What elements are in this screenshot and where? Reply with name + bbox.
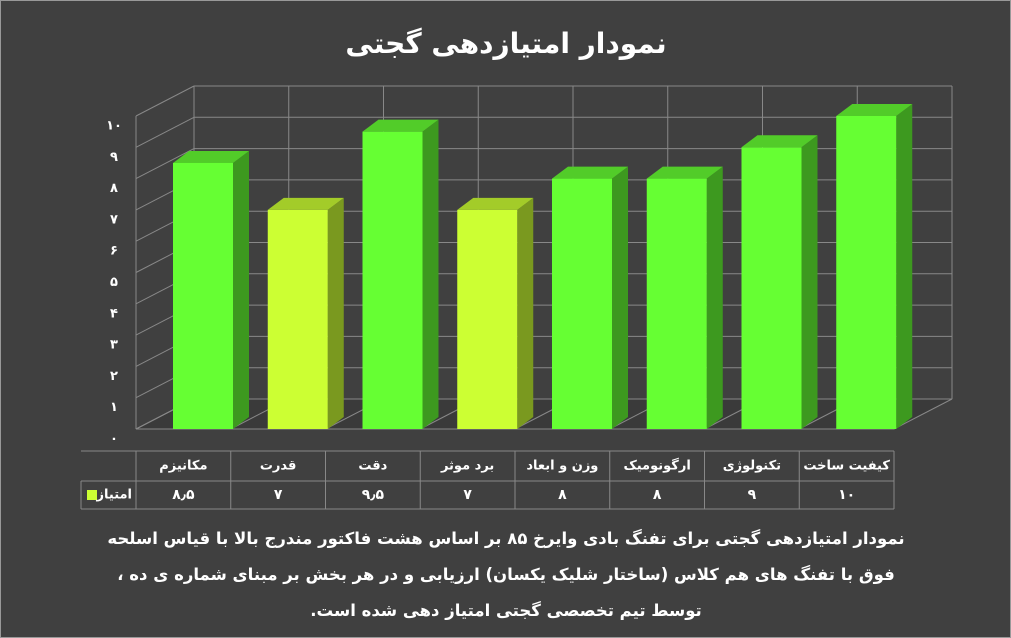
- x-tick-label: ارگونومیک: [623, 458, 690, 474]
- y-tick-label: ۸: [110, 181, 118, 196]
- y-tick-label: ۷: [110, 212, 118, 227]
- side-grid-line: [135, 148, 195, 180]
- x-tick-label: دقت: [358, 459, 387, 474]
- data-label: ۷: [274, 487, 283, 503]
- x-tick-label: برد موثر: [440, 459, 494, 474]
- bar-side: [517, 197, 534, 429]
- x-tick-label: مکانیزم: [159, 459, 207, 474]
- bar-side: [422, 119, 439, 430]
- bar-side: [233, 150, 249, 429]
- legend-swatch: [87, 490, 97, 500]
- data-label: ۷: [463, 487, 472, 503]
- data-label: ۱۰: [838, 487, 855, 503]
- bar-side: [896, 104, 913, 429]
- bar-top: [173, 150, 249, 163]
- bar-side: [612, 166, 628, 429]
- bar-side: [327, 197, 344, 429]
- y-tick-label: ۱: [110, 400, 118, 415]
- x-tick-label: وزن و ابعاد: [526, 459, 598, 474]
- y-tick-label: ۲: [110, 369, 118, 384]
- data-label: ۹: [748, 487, 757, 503]
- x-tick-label: تکنولوژی: [723, 459, 781, 474]
- bar: [173, 162, 233, 429]
- bar-side: [801, 135, 818, 430]
- x-tick-label: قدرت: [260, 459, 297, 474]
- data-label: ۹٫۵: [362, 487, 385, 503]
- bar: [362, 131, 423, 429]
- data-label: ۸: [653, 487, 662, 503]
- bar-top: [836, 104, 913, 116]
- y-tick-label: ۱۰: [106, 119, 122, 134]
- y-tick-label: ۶: [110, 244, 118, 259]
- chart-title: نمودار امتیازدهی گجتی: [345, 27, 666, 60]
- side-grid-line: [135, 116, 195, 148]
- bar: [552, 178, 612, 429]
- bar-top: [362, 119, 439, 132]
- bar-top: [457, 197, 534, 210]
- legend-label: امتیاز: [96, 488, 132, 503]
- bar: [836, 116, 897, 429]
- bar-top: [741, 135, 818, 148]
- caption: نمودار امتیازدهی گجتی برای تفنگ بادی وای…: [107, 529, 905, 620]
- y-tick-label: ۹: [110, 150, 118, 165]
- bar-side: [706, 166, 723, 429]
- bar: [741, 147, 802, 430]
- data-label: ۸: [558, 487, 567, 503]
- bar-top: [646, 166, 723, 179]
- bar-top: [552, 166, 628, 179]
- side-grid-line: [135, 85, 195, 117]
- y-tick-label: ۴: [110, 306, 118, 321]
- data-label: ۸٫۵: [172, 487, 195, 503]
- bar: [267, 209, 328, 429]
- y-tick-label: ۵: [110, 275, 118, 290]
- y-tick-label: ۳: [110, 338, 118, 353]
- chart: نمودار امتیازدهی گجتی ۰ ۱ ۲ ۳ ۴ ۵ ۶ ۷ ۸ ۹ ۱۰ مکانیز…: [80, 27, 953, 510]
- x-tick-label: کیفیت ساخت: [803, 459, 890, 474]
- y-tick-label: ۰: [110, 432, 118, 447]
- bar-top: [267, 197, 344, 210]
- bar: [457, 209, 518, 429]
- bar: [646, 178, 707, 429]
